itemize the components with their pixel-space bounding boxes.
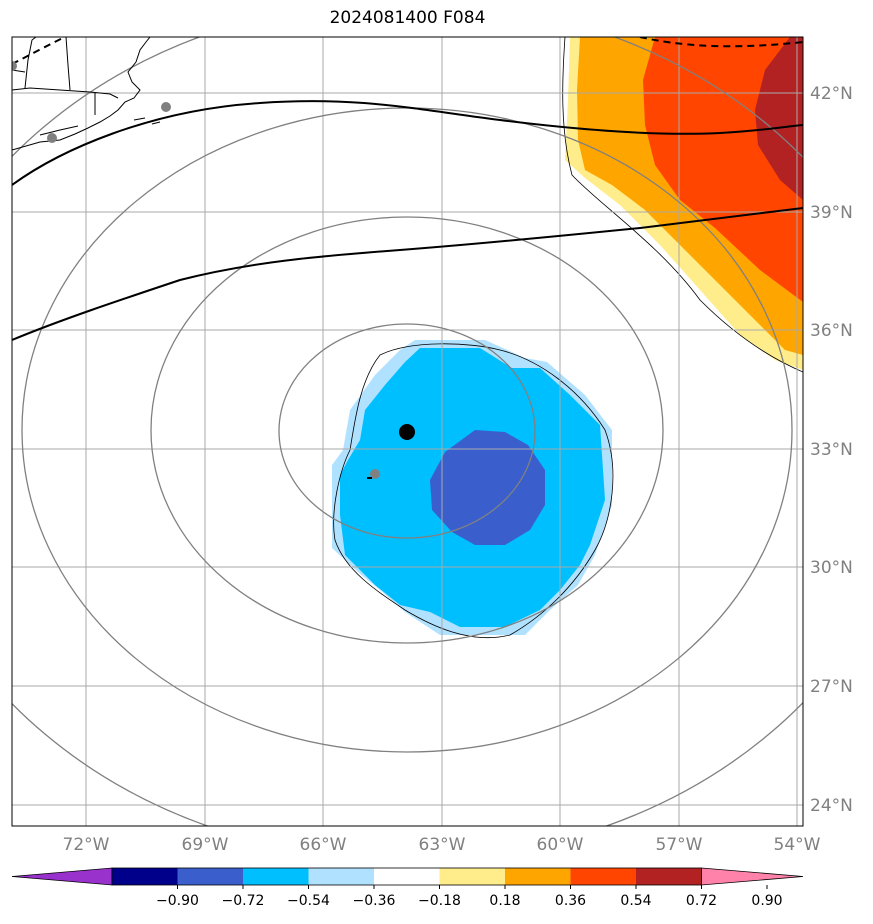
colorbar-tick-label: 0.72 xyxy=(686,893,717,909)
colorbar: −0.90 −0.72 −0.54 −0.36 −0.18 0.18 0.36 0.54 0.7… xyxy=(11,867,804,909)
colorbar-tick-label: −0.72 xyxy=(222,893,265,909)
lon-label: 66°W xyxy=(300,835,347,855)
graticule xyxy=(12,37,803,826)
city-marker xyxy=(161,102,171,112)
city-marker xyxy=(47,133,57,143)
contour-line-dashed-ne xyxy=(639,37,803,48)
colorbar-tick-label: −0.90 xyxy=(156,893,199,909)
lon-label: 69°W xyxy=(182,835,229,855)
coastline xyxy=(12,37,161,151)
colorbar-segment xyxy=(570,868,637,885)
colorbar-segment xyxy=(505,868,571,885)
range-ring-2 xyxy=(150,216,664,644)
lat-label: 39°N xyxy=(810,203,853,223)
colorbar-tick-label: −0.18 xyxy=(418,893,461,909)
lat-label: 24°N xyxy=(810,796,853,816)
colorbar-frame xyxy=(111,867,702,886)
lon-label: 60°W xyxy=(537,835,584,855)
colorbar-tick-label: 0.54 xyxy=(620,893,651,909)
lon-label: 72°W xyxy=(63,835,110,855)
contour-line-south xyxy=(12,207,803,341)
colorbar-segment xyxy=(308,868,375,885)
anomaly-fill-0-72 xyxy=(755,37,803,200)
storm-center-marker xyxy=(399,424,415,440)
colorbar-tick-label: 0.18 xyxy=(489,893,520,909)
colorbar-extend-high xyxy=(701,867,804,886)
lat-label: 36°N xyxy=(810,321,853,341)
lat-label: 42°N xyxy=(810,84,853,104)
latitude-labels: 42°N 39°N 36°N 33°N 30°N 27°N 24°N xyxy=(810,84,853,816)
colorbar-tick-label: −0.36 xyxy=(353,893,396,909)
longitude-labels: 72°W 69°W 66°W 63°W 60°W 57°W 54°W xyxy=(63,835,821,855)
contour-line-north xyxy=(12,100,803,186)
colorbar-segment xyxy=(177,868,244,885)
map-frame xyxy=(11,36,804,827)
lat-label: 33°N xyxy=(810,440,853,460)
colorbar-tick-label: 0.90 xyxy=(751,893,782,909)
colorbar-segment xyxy=(374,868,440,885)
colorbar-segment xyxy=(439,868,506,885)
lon-label: 57°W xyxy=(656,835,703,855)
city-marker xyxy=(12,61,17,71)
lat-label: 30°N xyxy=(810,558,853,578)
positive-anomaly-region xyxy=(562,37,803,373)
map-title: 2024081400 F084 xyxy=(329,8,486,28)
map-area xyxy=(12,37,803,826)
contour-lines xyxy=(12,37,803,341)
negative-anomaly-region xyxy=(332,340,614,639)
colorbar-tick-label: −0.54 xyxy=(287,893,330,909)
colorbar-segment xyxy=(112,868,178,885)
lat-label: 27°N xyxy=(810,677,853,697)
anomaly-fill-neg-0-54 xyxy=(430,430,545,545)
range-ring-1 xyxy=(278,323,536,539)
colorbar-segment xyxy=(636,868,702,885)
anomaly-outline xyxy=(333,343,614,639)
contour-line-dashed-nw xyxy=(12,37,66,65)
lon-label: 63°W xyxy=(419,835,466,855)
city-markers xyxy=(12,61,171,143)
colorbar-extend-low xyxy=(11,867,113,886)
secondary-center-marker xyxy=(370,469,380,479)
colorbar-segment xyxy=(243,868,309,885)
colorbar-tick-label: 0.36 xyxy=(555,893,586,909)
lon-label: 54°W xyxy=(774,835,821,855)
